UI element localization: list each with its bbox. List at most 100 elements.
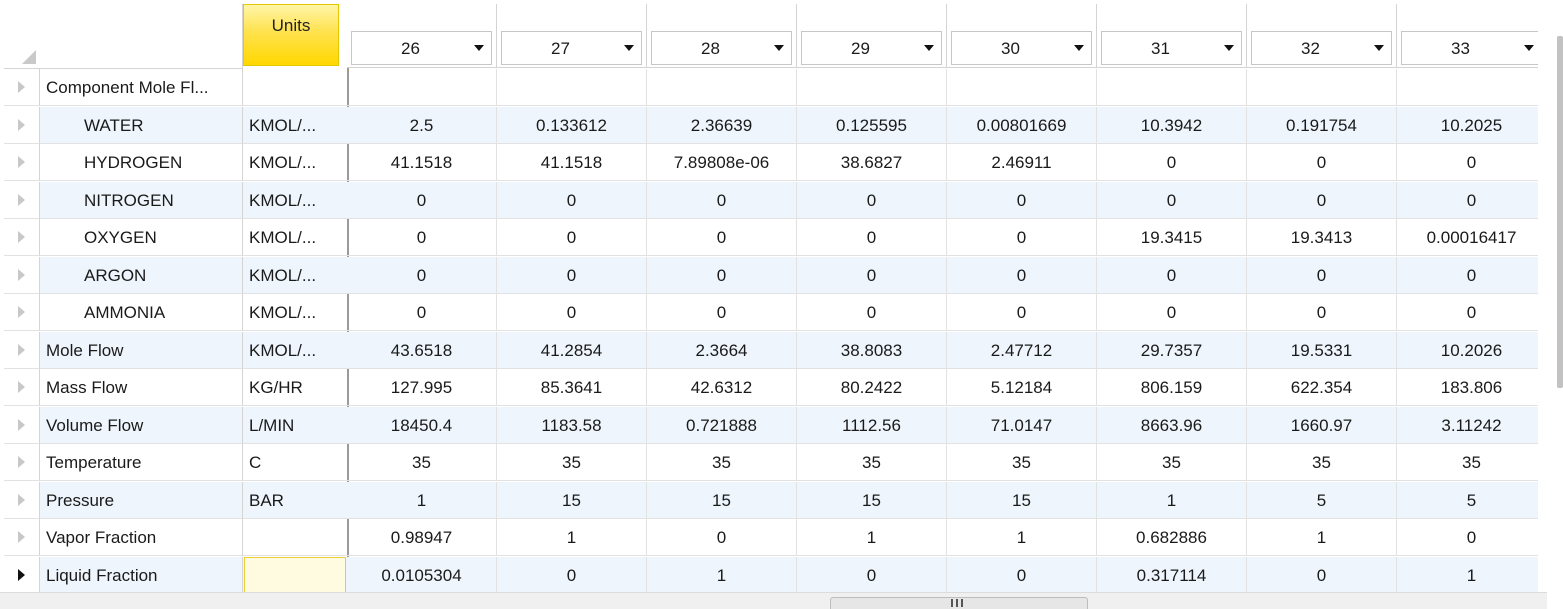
- horizontal-scrollbar[interactable]: [0, 592, 1547, 609]
- value-cell[interactable]: 0: [1247, 256, 1397, 294]
- value-cell[interactable]: [797, 69, 947, 106]
- table-row[interactable]: WATER KMOL/...: [4, 106, 347, 144]
- value-cell[interactable]: 0.0105304: [347, 556, 497, 592]
- row-selector[interactable]: [4, 444, 40, 481]
- value-cell[interactable]: 18450.4: [347, 406, 497, 444]
- row-selector[interactable]: [4, 144, 40, 181]
- value-cell[interactable]: 35: [497, 444, 647, 481]
- table-row[interactable]: OXYGEN KMOL/...: [4, 219, 347, 256]
- value-cell[interactable]: 2.5: [347, 106, 497, 144]
- value-cell[interactable]: 2.36639: [647, 106, 797, 144]
- value-cell[interactable]: 35: [647, 444, 797, 481]
- value-cell[interactable]: 0: [1247, 144, 1397, 181]
- value-cell[interactable]: 1: [797, 519, 947, 556]
- value-cell[interactable]: 8663.96: [1097, 406, 1247, 444]
- value-cell[interactable]: 0: [1247, 294, 1397, 331]
- value-cell[interactable]: 0.721888: [647, 406, 797, 444]
- row-unit-cell[interactable]: [243, 69, 347, 106]
- value-cell[interactable]: 15: [497, 481, 647, 519]
- table-row[interactable]: Liquid Fraction: [4, 556, 347, 594]
- value-cell[interactable]: 0: [1397, 294, 1538, 331]
- value-cell[interactable]: 19.5331: [1247, 331, 1397, 369]
- value-cell[interactable]: [1097, 69, 1247, 106]
- value-cell[interactable]: 15: [647, 481, 797, 519]
- table-row[interactable]: AMMONIA KMOL/...: [4, 294, 347, 331]
- value-cell[interactable]: 2.47712: [947, 331, 1097, 369]
- table-row[interactable]: NITROGEN KMOL/...: [4, 181, 347, 219]
- value-cell[interactable]: 41.1518: [347, 144, 497, 181]
- value-cell[interactable]: 1183.58: [497, 406, 647, 444]
- value-cell[interactable]: 38.8083: [797, 331, 947, 369]
- value-cell[interactable]: 0: [1097, 144, 1247, 181]
- value-cell[interactable]: 0: [497, 556, 647, 592]
- value-cell[interactable]: 0: [647, 519, 797, 556]
- row-unit-cell[interactable]: KMOL/...: [243, 144, 347, 181]
- value-cell[interactable]: 0: [1397, 519, 1538, 556]
- row-selector[interactable]: [4, 556, 40, 594]
- value-cell[interactable]: 0: [1097, 256, 1247, 294]
- value-cell[interactable]: 0: [947, 294, 1097, 331]
- value-cell[interactable]: 42.6312: [647, 369, 797, 406]
- value-cell[interactable]: 71.0147: [947, 406, 1097, 444]
- value-cell[interactable]: 0.00016417: [1397, 219, 1538, 256]
- row-selector[interactable]: [4, 369, 40, 406]
- value-cell[interactable]: 0: [947, 219, 1097, 256]
- value-cell[interactable]: [947, 69, 1097, 106]
- table-row[interactable]: Mass Flow KG/HR: [4, 369, 347, 406]
- row-unit-cell[interactable]: C: [243, 444, 347, 481]
- row-selector[interactable]: [4, 181, 40, 219]
- table-row[interactable]: Component Mole Fl...: [4, 69, 347, 106]
- value-cell[interactable]: 806.159: [1097, 369, 1247, 406]
- value-cell[interactable]: 1: [1247, 519, 1397, 556]
- value-cell[interactable]: 0: [797, 219, 947, 256]
- value-cell[interactable]: 0: [1097, 294, 1247, 331]
- table-row[interactable]: Mole Flow KMOL/...: [4, 331, 347, 369]
- value-cell[interactable]: 0: [947, 556, 1097, 592]
- value-cell[interactable]: 0: [797, 181, 947, 219]
- value-cell[interactable]: [1247, 69, 1397, 106]
- value-cell[interactable]: 5: [1397, 482, 1538, 519]
- table-row[interactable]: Volume Flow L/MIN: [4, 406, 347, 444]
- value-cell[interactable]: 0.125595: [797, 106, 947, 144]
- value-cell[interactable]: 1: [1397, 557, 1538, 593]
- stream-select-dropdown[interactable]: 33: [1401, 31, 1538, 65]
- stream-select-dropdown[interactable]: 32: [1251, 31, 1392, 65]
- value-cell[interactable]: [347, 69, 497, 106]
- value-cell[interactable]: 35: [1397, 444, 1538, 481]
- value-cell[interactable]: 1: [947, 519, 1097, 556]
- value-cell[interactable]: [497, 69, 647, 106]
- value-cell[interactable]: 1: [1097, 481, 1247, 519]
- table-row[interactable]: ARGON KMOL/...: [4, 256, 347, 294]
- value-cell[interactable]: 183.806: [1397, 369, 1538, 406]
- value-cell[interactable]: 5.12184: [947, 369, 1097, 406]
- row-selector[interactable]: [4, 481, 40, 519]
- table-row[interactable]: Temperature C: [4, 444, 347, 481]
- value-cell[interactable]: 10.2025: [1397, 107, 1538, 144]
- value-cell[interactable]: 35: [947, 444, 1097, 481]
- value-cell[interactable]: 0: [947, 256, 1097, 294]
- value-cell[interactable]: 3.11242: [1397, 407, 1538, 444]
- value-cell[interactable]: 38.6827: [797, 144, 947, 181]
- table-row[interactable]: Vapor Fraction: [4, 519, 347, 556]
- value-cell[interactable]: 0: [347, 219, 497, 256]
- value-cell[interactable]: 0: [1397, 182, 1538, 219]
- table-row[interactable]: Pressure BAR: [4, 481, 347, 519]
- value-cell[interactable]: 0: [797, 294, 947, 331]
- row-selector[interactable]: [4, 69, 40, 106]
- value-cell[interactable]: 0.317114: [1097, 556, 1247, 592]
- value-cell[interactable]: 41.1518: [497, 144, 647, 181]
- value-cell[interactable]: 19.3413: [1247, 219, 1397, 256]
- units-column-header[interactable]: Units: [243, 4, 339, 66]
- value-cell[interactable]: 0: [647, 219, 797, 256]
- stream-select-dropdown[interactable]: 29: [801, 31, 942, 65]
- row-unit-cell[interactable]: KMOL/...: [243, 294, 347, 331]
- value-cell[interactable]: 15: [797, 481, 947, 519]
- value-cell[interactable]: 2.3664: [647, 331, 797, 369]
- value-cell[interactable]: 0: [797, 256, 947, 294]
- value-cell[interactable]: 0.682886: [1097, 519, 1247, 556]
- row-selector[interactable]: [4, 219, 40, 256]
- table-row[interactable]: HYDROGEN KMOL/...: [4, 144, 347, 181]
- value-cell[interactable]: 0: [497, 294, 647, 331]
- value-cell[interactable]: 0: [1097, 181, 1247, 219]
- horizontal-scroll-thumb[interactable]: [830, 597, 1088, 609]
